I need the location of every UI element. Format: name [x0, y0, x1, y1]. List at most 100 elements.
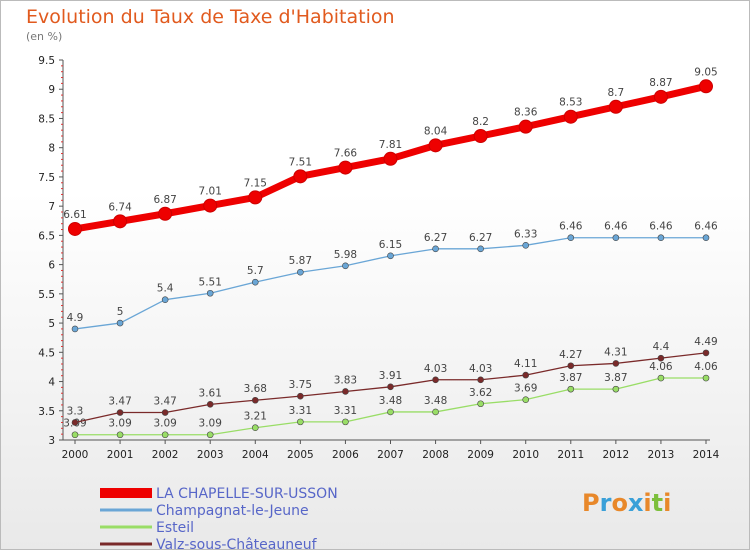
data-point-1 [567, 234, 575, 242]
data-label-3: 3.75 [289, 379, 312, 391]
data-label-0: 7.01 [199, 186, 222, 198]
data-point-3 [702, 349, 710, 357]
data-label-1: 4.9 [67, 312, 84, 324]
data-point-1 [702, 234, 710, 242]
y-tick-label: 3 [48, 435, 55, 447]
data-point-1 [251, 278, 259, 286]
y-tick-label: 9.5 [38, 55, 55, 67]
data-point-2 [522, 396, 530, 403]
data-point-3 [116, 409, 124, 416]
data-point-0 [293, 169, 308, 184]
data-label-0: 8.53 [559, 97, 582, 109]
data-label-0: 6.87 [153, 194, 176, 206]
data-label-1: 5.4 [157, 283, 174, 295]
data-point-0 [203, 198, 218, 213]
data-point-3 [342, 388, 349, 395]
data-point-1 [432, 245, 439, 253]
data-label-1: 5 [117, 306, 124, 318]
x-tick-label: 2003 [197, 449, 224, 461]
data-label-3: 3.61 [199, 387, 222, 399]
data-point-3 [477, 376, 484, 384]
data-point-2 [387, 408, 394, 416]
data-label-1: 5.7 [247, 265, 264, 277]
data-label-2: 3.21 [244, 411, 267, 423]
data-label-1: 6.15 [379, 239, 402, 251]
data-label-2: 3.62 [469, 387, 492, 399]
data-label-0: 7.51 [289, 156, 312, 168]
data-point-0 [158, 206, 173, 221]
data-label-3: 4.03 [469, 363, 492, 375]
data-label-3: 3.3 [67, 405, 84, 417]
data-point-0 [338, 160, 353, 175]
x-tick-label: 2007 [377, 449, 404, 461]
data-label-3: 4.27 [559, 349, 582, 361]
data-label-0: 6.74 [108, 201, 132, 213]
data-point-3 [387, 383, 394, 391]
x-tick-label: 2004 [242, 449, 269, 461]
x-tick-label: 2012 [602, 449, 629, 461]
chart-subtitle: (en %) [26, 30, 63, 43]
legend-label: Champagnat-le-Jeune [156, 503, 309, 519]
data-label-2: 3.09 [153, 418, 176, 430]
data-label-3: 4.03 [424, 363, 447, 375]
y-tick-label: 4 [48, 377, 55, 389]
legend-swatch [100, 508, 152, 512]
data-point-1 [522, 242, 530, 249]
data-label-2: 3.87 [559, 372, 582, 384]
data-point-2 [477, 400, 484, 408]
data-label-2: 3.09 [199, 418, 222, 430]
data-label-2: 3.48 [424, 395, 447, 407]
proxiti-logo: Proxiti [582, 489, 672, 517]
data-label-0: 7.81 [379, 139, 402, 151]
data-point-1 [161, 296, 169, 303]
data-point-0 [113, 214, 128, 229]
data-point-1 [71, 325, 79, 333]
data-label-0: 9.05 [694, 66, 717, 78]
legend-swatch [100, 488, 152, 498]
x-tick-label: 2008 [422, 449, 449, 461]
data-label-3: 3.47 [153, 396, 176, 408]
data-point-1 [612, 234, 620, 242]
data-point-3 [612, 360, 620, 367]
data-point-1 [477, 245, 484, 253]
data-label-2: 3.09 [108, 418, 131, 430]
data-point-0 [563, 109, 578, 124]
y-tick-label: 5 [48, 318, 55, 330]
x-tick-label: 2001 [107, 449, 134, 461]
data-label-1: 6.27 [469, 232, 492, 244]
data-point-2 [206, 431, 214, 439]
legend-swatch [100, 542, 152, 546]
data-label-0: 7.15 [244, 177, 267, 189]
data-label-2: 3.69 [514, 383, 537, 395]
data-label-1: 6.46 [559, 221, 583, 233]
data-label-3: 3.83 [334, 374, 357, 386]
legend-label: Esteil [156, 520, 194, 536]
data-label-0: 7.66 [334, 148, 358, 160]
data-point-0 [518, 119, 533, 134]
data-point-0 [608, 99, 623, 114]
y-tick-label: 7 [48, 201, 55, 213]
data-point-0 [68, 221, 82, 236]
x-tick-label: 2010 [512, 449, 539, 461]
data-label-0: 8.36 [514, 107, 538, 119]
data-point-3 [161, 409, 169, 416]
x-tick-label: 2014 [693, 449, 720, 461]
data-label-1: 5.51 [199, 276, 222, 288]
data-label-2: 4.06 [649, 361, 673, 373]
data-label-2: 3.31 [334, 405, 357, 417]
data-label-1: 6.33 [514, 228, 537, 240]
y-tick-label: 3.5 [38, 406, 55, 418]
data-label-3: 4.49 [694, 336, 717, 348]
data-point-0 [653, 89, 668, 104]
data-point-1 [297, 268, 304, 276]
data-point-0 [383, 151, 398, 166]
data-point-2 [161, 431, 169, 439]
data-label-2: 3.48 [379, 395, 402, 407]
data-label-0: 8.2 [472, 116, 489, 128]
data-point-2 [567, 385, 575, 393]
data-point-2 [612, 385, 620, 393]
data-point-0 [699, 79, 713, 94]
data-point-0 [473, 129, 488, 143]
legend-swatch [100, 525, 152, 529]
